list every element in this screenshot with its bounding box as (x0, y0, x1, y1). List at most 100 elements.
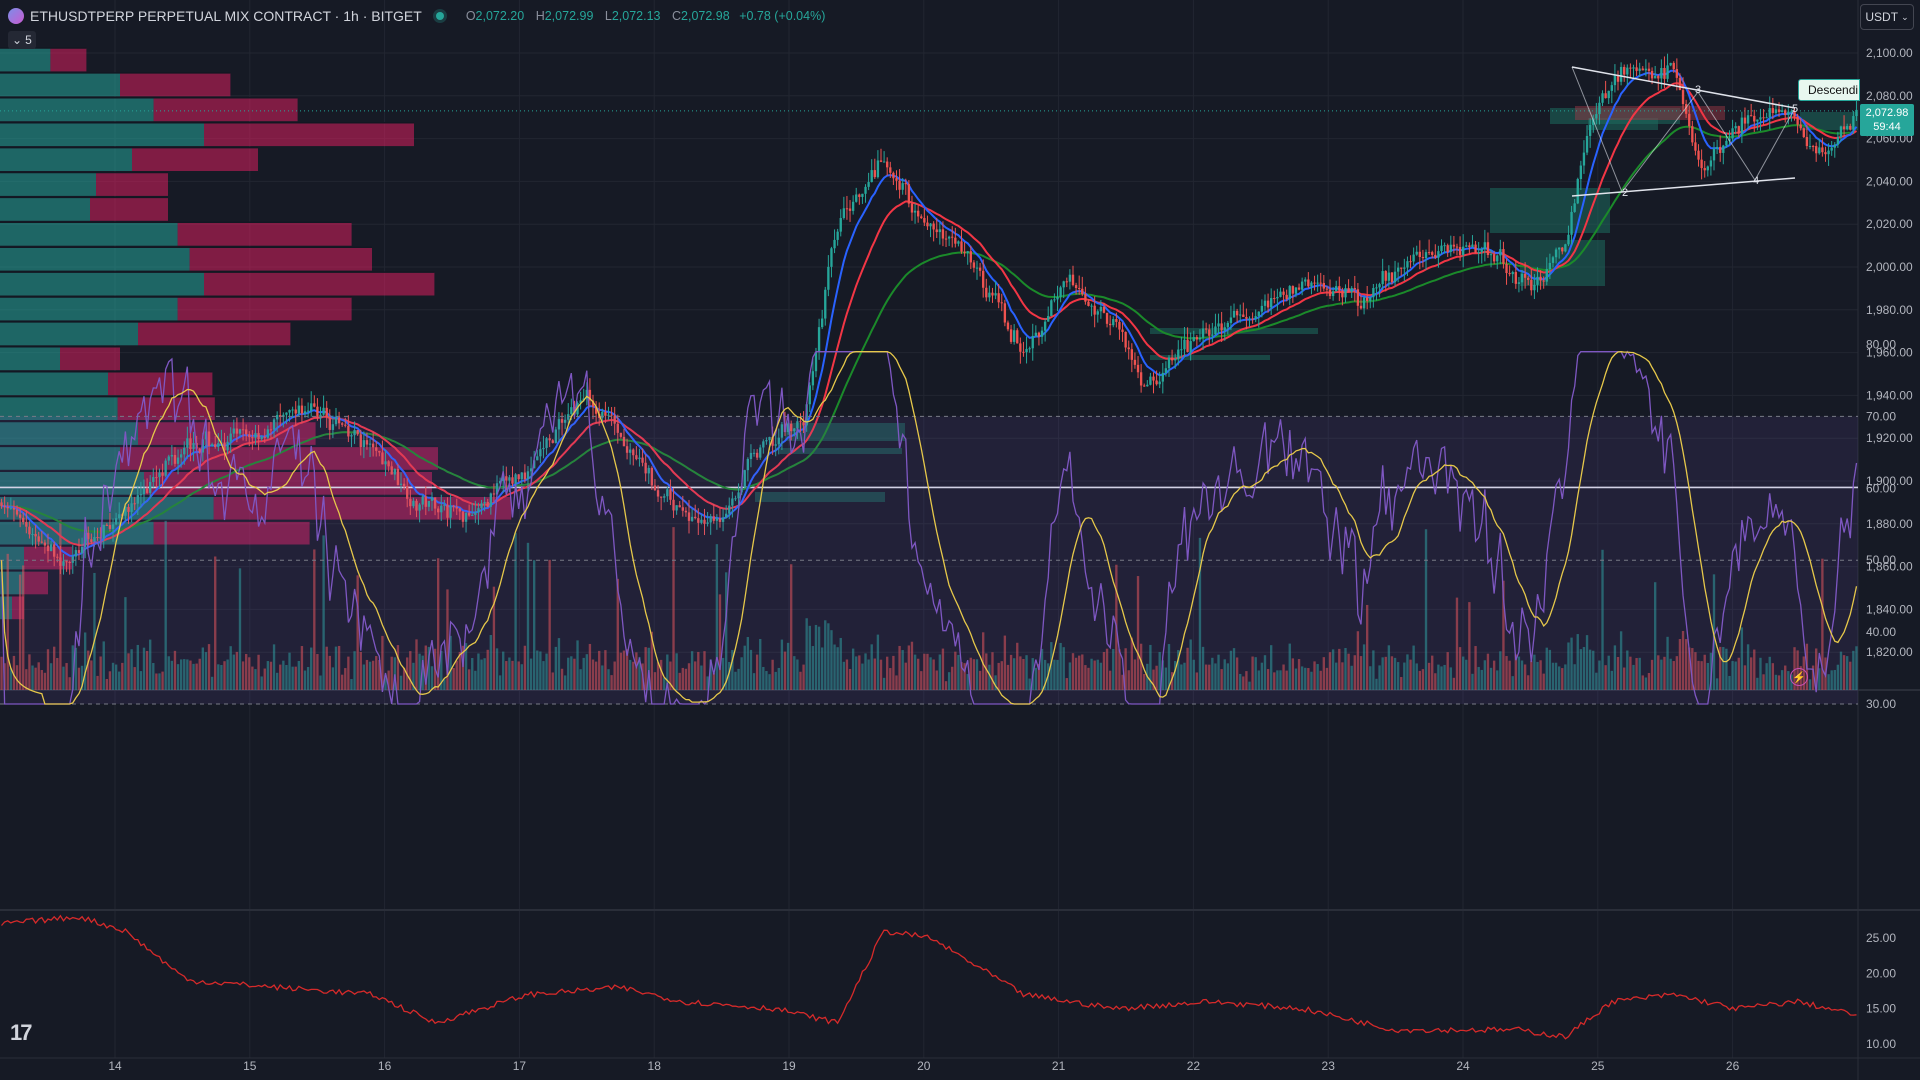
volume-bar (415, 639, 418, 690)
pattern-label[interactable]: Descendi (1798, 79, 1860, 101)
volume-bar (684, 668, 688, 690)
candle-body (266, 429, 270, 438)
volume-bar (375, 656, 378, 690)
volume-bar (635, 652, 638, 690)
volume-bar (882, 677, 886, 690)
volume-bar (1214, 663, 1217, 690)
candle-body (647, 467, 650, 474)
volume-bar (399, 675, 403, 690)
candle-body (737, 492, 740, 499)
candle-body (467, 512, 471, 516)
volume-bar (1390, 656, 1394, 690)
volume-bar (195, 663, 198, 690)
volume-bar (1784, 665, 1787, 690)
candle-body (158, 472, 161, 478)
volume-bar (443, 679, 446, 690)
candle-body (495, 483, 499, 495)
candle-body (867, 182, 870, 187)
volume-bar (1663, 656, 1666, 690)
chart-header: ETHUSDTPERP PERPETUAL MIX CONTRACT · 1h … (8, 6, 825, 26)
candle-body (1787, 111, 1790, 115)
volume-bar (898, 645, 901, 690)
volume-bar (62, 666, 65, 690)
currency-selector[interactable]: USDT ⌄ (1860, 4, 1914, 30)
volume-bar (985, 653, 988, 690)
candle-body (418, 504, 421, 511)
candle-body (628, 449, 632, 453)
volume-bar (690, 651, 694, 690)
volume-bar (1081, 654, 1084, 690)
candle-body (1715, 146, 1719, 149)
volume-bar (1149, 644, 1152, 690)
candle-body (734, 498, 737, 500)
volume-bar (994, 675, 997, 690)
candle-body (669, 489, 672, 500)
candle-body (415, 500, 418, 511)
volume-bar (300, 646, 304, 690)
candle-body (93, 537, 96, 542)
volume-bar (164, 520, 167, 690)
volume-bar (1118, 649, 1121, 690)
candle-body (303, 411, 307, 414)
volume-bar (1362, 644, 1366, 690)
volume-bar (793, 656, 796, 690)
indicators-collapse-button[interactable]: ⌄ 5 (8, 31, 36, 49)
candle-body (1824, 152, 1827, 155)
volume-bar (1065, 678, 1068, 690)
volume-bar (511, 660, 514, 690)
volume-bar (37, 662, 40, 690)
volume-bar (916, 658, 920, 690)
candle-body (371, 443, 375, 448)
volume-bar (573, 658, 576, 690)
volume-bar (1486, 653, 1490, 690)
candle-body (1338, 286, 1341, 291)
volume-bar (1025, 655, 1028, 690)
volume-bar (114, 664, 118, 690)
candle-body (1437, 251, 1440, 258)
candle-body (684, 510, 688, 513)
candle-body (409, 498, 412, 507)
volume-bar (1576, 634, 1579, 690)
candle-body (1765, 117, 1768, 119)
candle-body (356, 429, 359, 435)
volume-bar (347, 656, 350, 690)
candle-body (697, 518, 700, 523)
candle-body (1421, 256, 1425, 259)
volume-bar (297, 660, 301, 690)
candle-body (257, 433, 260, 439)
candle-body (1520, 273, 1524, 283)
volume-bar (1387, 645, 1391, 690)
candle-body (1347, 288, 1350, 292)
candle-body (22, 517, 25, 523)
candle-body (1418, 251, 1421, 257)
volume-profile-down-bar (153, 521, 310, 545)
volume-bar (650, 631, 654, 690)
volume-bar (313, 549, 316, 690)
volume-bar (820, 647, 824, 690)
volume-bar (954, 651, 957, 690)
volume-bar (158, 673, 161, 690)
candle-body (1815, 146, 1818, 154)
candle-body (1220, 323, 1223, 331)
volume-bar (1533, 654, 1536, 690)
candle-body (1235, 310, 1239, 316)
candle-body (1059, 287, 1062, 297)
candle-body (396, 468, 400, 485)
symbol-title[interactable]: ETHUSDTPERP PERPETUAL MIX CONTRACT · 1h … (30, 8, 422, 24)
candle-body (1706, 166, 1709, 171)
volume-bar (659, 659, 663, 690)
volume-bar (1108, 670, 1112, 690)
candle-body (167, 456, 170, 461)
price-axis-tick: 1,900.00 (1866, 474, 1913, 488)
volume-bar (1480, 669, 1483, 690)
volume-bar (656, 662, 660, 690)
candle-body (164, 460, 167, 476)
lightning-icon[interactable]: ⚡ (1790, 668, 1808, 686)
volume-profile-up-bar (0, 122, 204, 147)
candle-body (1554, 249, 1558, 258)
candle-body (1186, 339, 1189, 352)
candle-body (1712, 148, 1716, 161)
market-status-icon (435, 12, 444, 20)
volume-bar (1619, 631, 1623, 690)
